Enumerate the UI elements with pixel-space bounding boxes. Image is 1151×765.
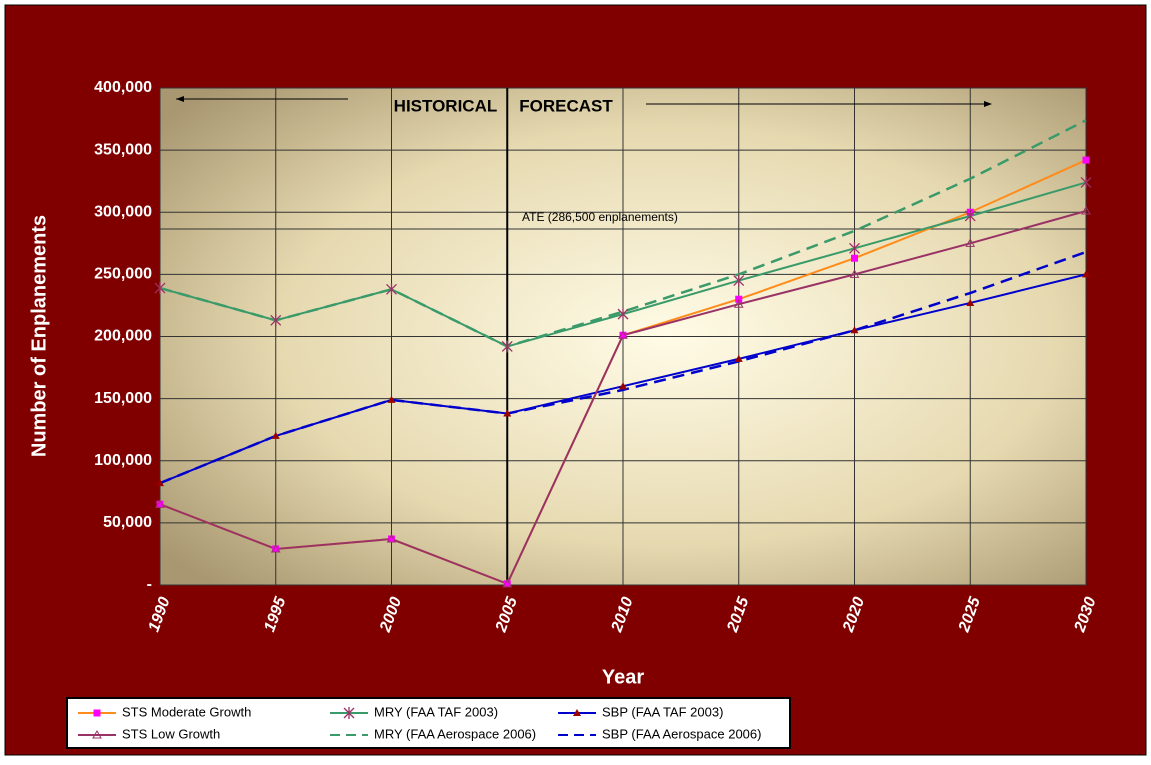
x-axis-title: Year [602,666,644,688]
marker [387,395,396,403]
marker [734,354,743,362]
y-tick-label: 150,000 [94,390,152,407]
legend-label: STS Low Growth [122,726,220,741]
legend-label: SBP (FAA Aerospace 2006) [602,726,761,741]
marker [851,254,858,262]
marker [1082,270,1090,278]
marker [156,479,164,487]
y-tick-label: 200,000 [94,328,152,345]
annotation: HISTORICAL [394,96,498,115]
marker [155,499,165,508]
marker [964,209,976,222]
legend-label: SBP (FAA TAF 2003) [602,704,723,719]
annotation: FORECAST [519,96,613,115]
reference-label: ATE (286,500 enplanements) [522,210,678,224]
y-tick-label: 50,000 [103,514,152,531]
marker [271,431,280,439]
marker [156,500,164,508]
marker [386,534,397,543]
legend-label: MRY (FAA Aerospace 2006) [374,726,536,741]
series-line [159,250,1087,485]
marker [388,535,395,543]
marker [619,331,627,339]
marker [965,238,976,247]
y-tick-label: 100,000 [94,452,152,469]
series-line [159,119,1087,348]
marker [154,282,166,295]
marker [1082,156,1090,164]
arrow-head [176,96,184,102]
legend-label: MRY (FAA TAF 2003) [374,704,498,719]
marker [849,242,860,255]
marker [618,330,628,339]
y-tick-label: 350,000 [94,141,152,158]
marker [617,308,629,321]
y-tick-label: 400,000 [94,79,152,96]
marker [503,409,512,417]
marker [966,298,975,306]
legend [66,697,791,749]
marker [270,543,281,553]
marker [1081,206,1091,215]
marker [501,340,513,353]
marker [92,729,102,739]
arrow-head [984,101,992,107]
y-axis-title: Number of Enplanements [28,215,50,457]
marker [733,299,744,308]
y-tick-label: 250,000 [94,266,152,283]
marker [849,269,860,278]
marker [502,578,513,588]
marker [619,382,627,390]
marker [1080,176,1092,189]
y-tick-label: 300,000 [94,203,152,220]
marker [93,709,101,717]
marker [850,326,859,334]
marker [503,580,511,588]
marker [733,274,745,287]
marker [272,545,280,553]
y-tick-label: - [147,576,152,593]
marker [573,709,581,716]
marker [343,707,355,719]
marker [386,283,397,296]
legend-label: STS Moderate Growth [122,704,251,719]
marker [270,314,282,327]
